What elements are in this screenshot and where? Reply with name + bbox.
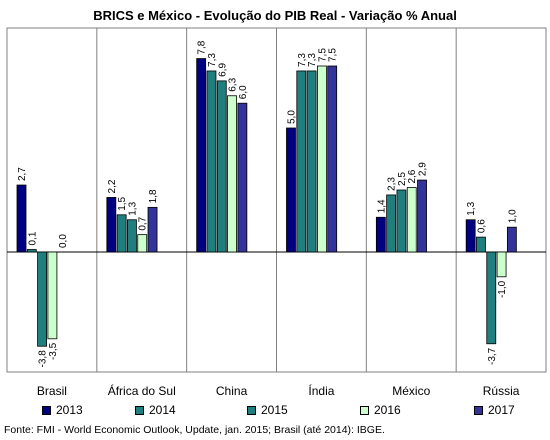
bar-2014: [116, 214, 127, 253]
data-label: 1,3: [127, 201, 138, 215]
bar-2014: [26, 249, 37, 253]
data-label: -3,8: [38, 350, 49, 368]
bar-2013: [286, 127, 296, 253]
data-label: 2,6: [407, 169, 418, 183]
bar-2013: [375, 216, 386, 253]
data-label: 0,6: [476, 219, 487, 233]
legend-swatch: [360, 406, 369, 415]
data-label: -1,0: [497, 280, 508, 298]
data-label: -3,5: [48, 342, 59, 360]
data-label: -3,7: [487, 347, 498, 365]
bar-2016: [47, 251, 58, 340]
bar-2017: [147, 206, 158, 253]
data-label: 7,5: [317, 48, 328, 62]
bar-2013: [106, 197, 117, 253]
category-label: Rússia: [483, 384, 520, 398]
bar-2016: [496, 251, 507, 278]
bar-2015: [127, 219, 137, 253]
bar-2015: [486, 251, 497, 345]
data-label: 6,3: [228, 77, 239, 91]
category-label: Índia: [308, 383, 334, 398]
bar-2016: [316, 65, 327, 253]
bar-2015: [37, 251, 47, 347]
data-label: 2,7: [17, 167, 28, 181]
legend-swatch: [474, 406, 483, 415]
bar-2014: [476, 236, 486, 253]
bar-2017: [237, 102, 248, 253]
data-label: 0,7: [138, 216, 149, 230]
data-label: 1,3: [466, 201, 477, 215]
data-label: 6,0: [238, 85, 249, 99]
bar-2016: [406, 187, 417, 253]
data-label: 0,0: [58, 234, 69, 248]
legend-item-2016: 2016: [360, 403, 401, 417]
data-label: 7,3: [207, 53, 218, 67]
legend-item-2017: 2017: [474, 403, 515, 417]
bar-2013: [465, 219, 476, 253]
data-label: 1,8: [148, 189, 159, 203]
bar-2017: [327, 65, 338, 253]
legend-item-2014: 2014: [135, 403, 176, 417]
data-label: 1,0: [507, 209, 518, 223]
data-label: 0,1: [27, 231, 38, 245]
category-label: China: [216, 384, 248, 398]
legend-label: 2017: [488, 403, 515, 417]
data-label: 7,5: [328, 48, 339, 62]
legend-label: 2016: [374, 403, 401, 417]
data-label: 7,3: [297, 53, 308, 67]
legend-label: 2013: [56, 403, 83, 417]
bar-2016: [227, 95, 237, 253]
bar-2015: [396, 189, 407, 253]
legend-label: 2015: [261, 403, 288, 417]
legend-swatch: [247, 406, 256, 415]
data-label: 1,5: [117, 196, 128, 210]
bar-2017: [417, 179, 427, 253]
category-label: África do Sul: [108, 383, 176, 398]
legend: 2013 2014 2015 2016 2017: [0, 403, 550, 421]
legend-label: 2014: [149, 403, 176, 417]
bar-2016: [137, 234, 148, 253]
source-note: Fonte: FMI - World Economic Outlook, Upd…: [4, 424, 385, 436]
bar-2015: [306, 70, 317, 253]
data-label: 7,3: [307, 53, 318, 67]
bar-2015: [216, 80, 227, 253]
legend-item-2013: 2013: [42, 403, 83, 417]
bar-2014: [206, 70, 217, 253]
chart-title: BRICS e México - Evolução do PIB Real - …: [93, 8, 457, 23]
data-label: 2,5: [397, 172, 408, 186]
data-label: 2,2: [107, 179, 118, 193]
legend-item-2015: 2015: [247, 403, 288, 417]
bar-2014: [296, 70, 307, 253]
legend-swatch: [135, 406, 144, 415]
data-label: 6,9: [217, 63, 228, 77]
bar-2014: [386, 194, 397, 253]
data-label: 2,9: [418, 162, 429, 176]
bar-2017: [506, 226, 517, 253]
bar-2013: [196, 58, 207, 253]
data-label: 2,3: [387, 177, 398, 191]
bar-2013: [16, 184, 27, 253]
category-label: México: [392, 384, 430, 398]
data-label: 5,0: [287, 110, 298, 124]
data-label: 1,4: [376, 199, 387, 213]
data-label: 7,8: [197, 40, 208, 54]
category-label: Brasil: [37, 384, 67, 398]
legend-swatch: [42, 406, 51, 415]
